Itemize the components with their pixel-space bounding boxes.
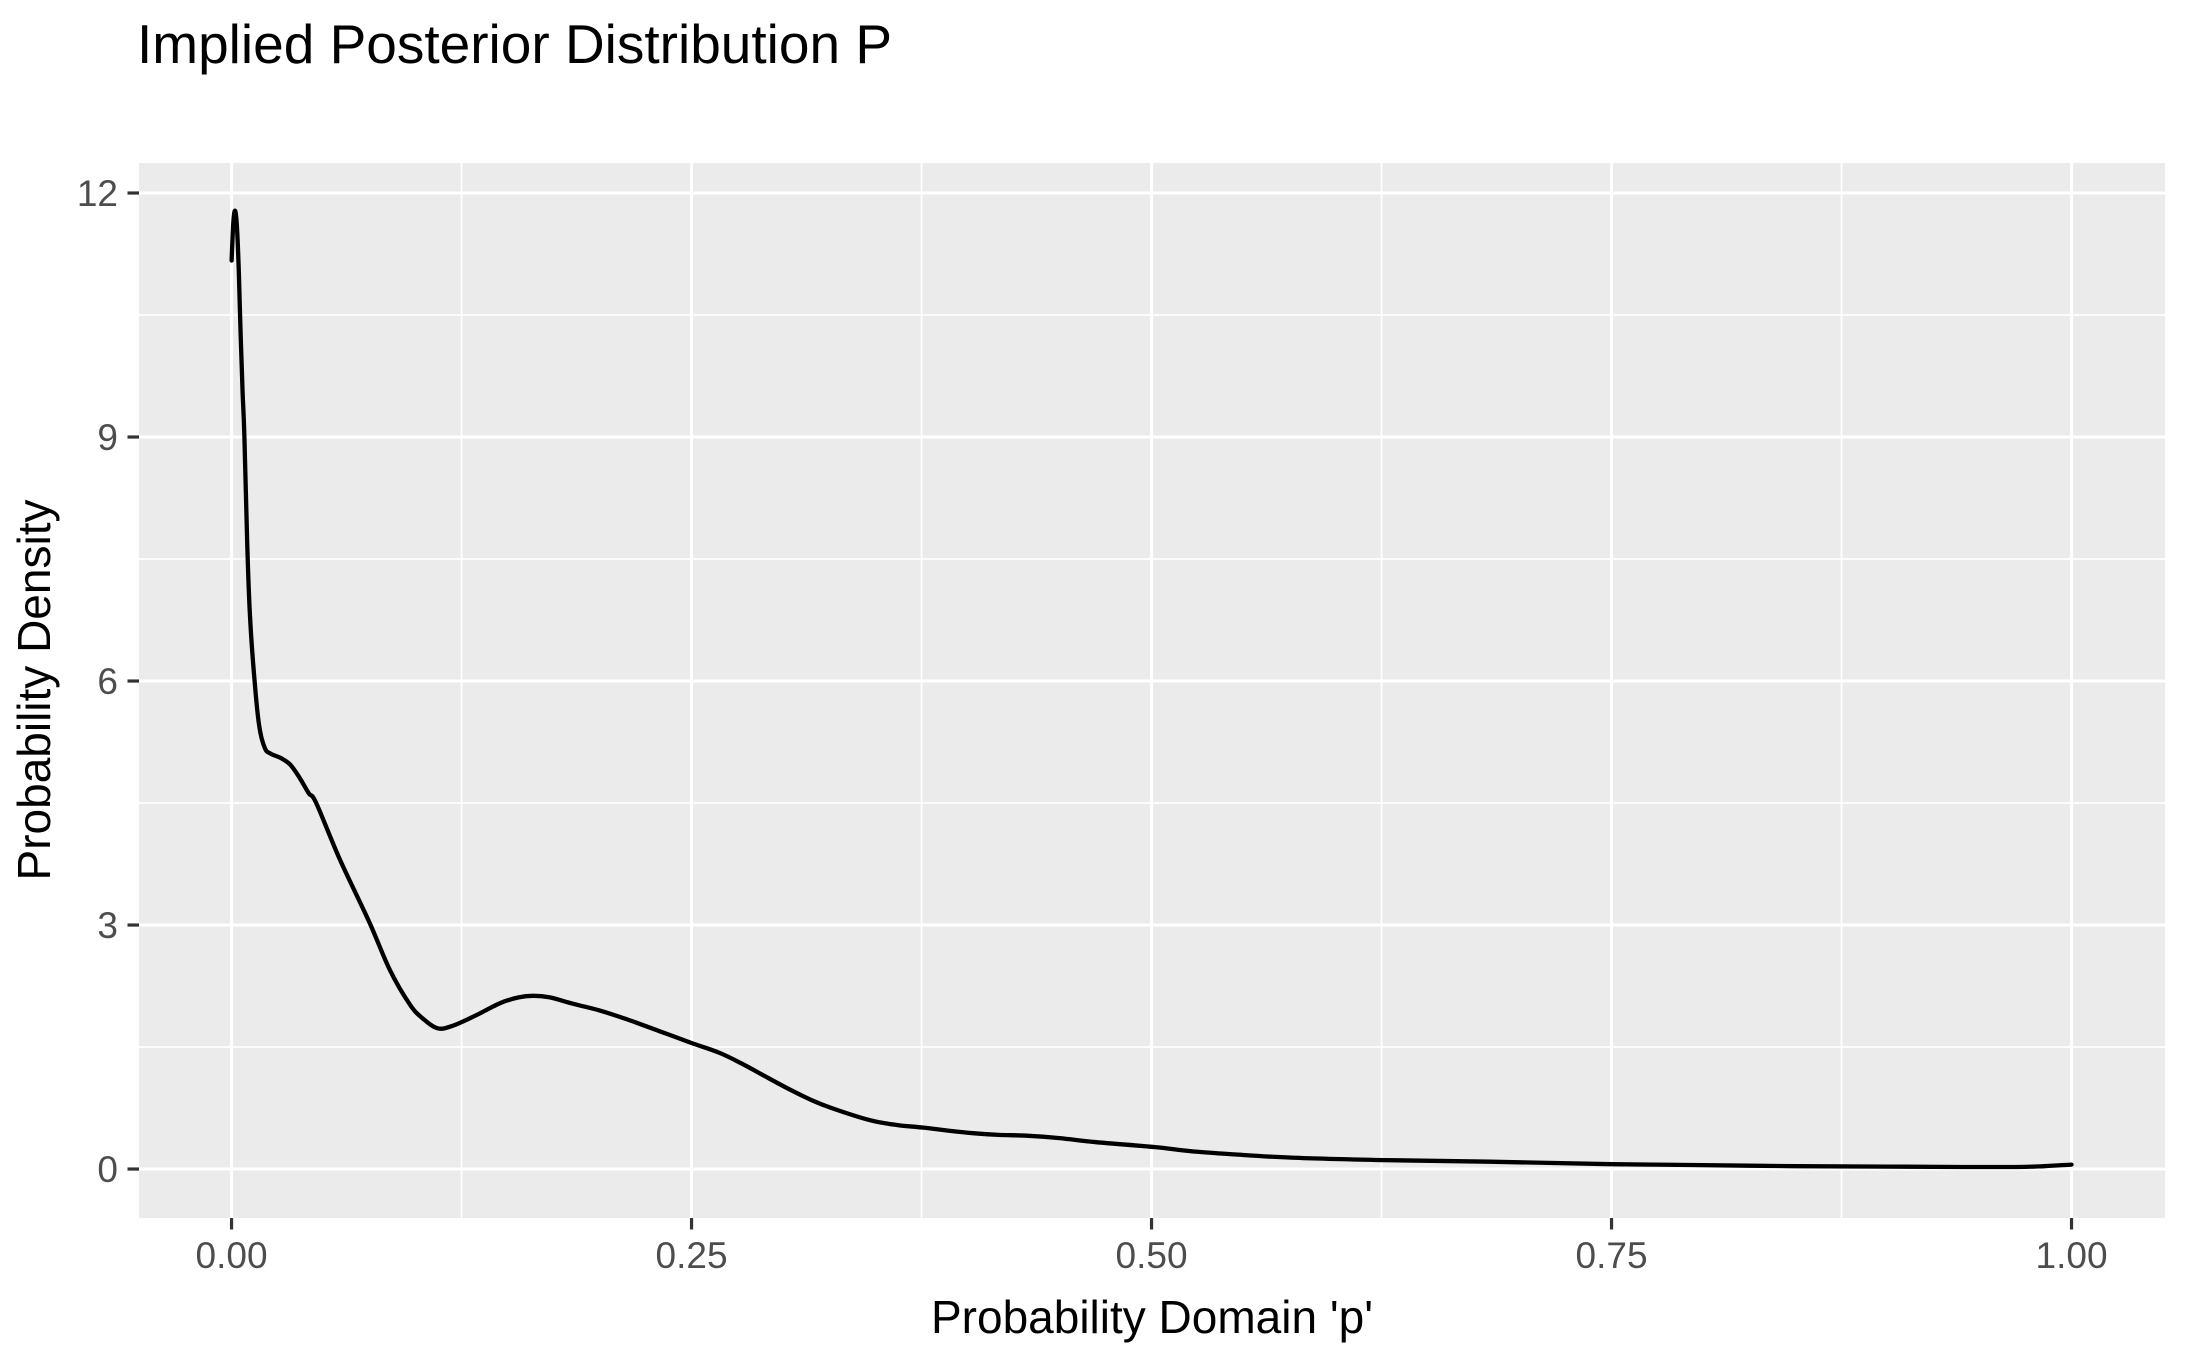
density-curve	[229, 208, 2074, 1170]
y-tick-label-6: 6	[97, 661, 118, 702]
plot-title: Implied Posterior Distribution P	[137, 13, 892, 75]
x-tick-label-0.00: 0.00	[196, 1235, 268, 1276]
y-tick-label-3: 3	[97, 905, 118, 946]
y-tick-label-12: 12	[77, 173, 118, 214]
x-tick-label-0.50: 0.50	[1116, 1235, 1188, 1276]
x-tick-label-0.75: 0.75	[1576, 1235, 1648, 1276]
axis-tick-marks	[127, 191, 2074, 1230]
y-axis-title: Probability Density	[8, 500, 60, 881]
y-tick-label-0: 0	[97, 1149, 118, 1190]
y-tick-label-9: 9	[97, 417, 118, 458]
x-axis-title: Probability Domain 'p'	[931, 1291, 1373, 1343]
x-tick-label-0.25: 0.25	[656, 1235, 728, 1276]
x-tick-label-1.00: 1.00	[2036, 1235, 2108, 1276]
axis-tick-labels: 0.00 0.25 0.50 0.75 1.00 0 3 6 9 12	[77, 173, 2108, 1276]
density-curve-line	[229, 208, 2074, 1170]
